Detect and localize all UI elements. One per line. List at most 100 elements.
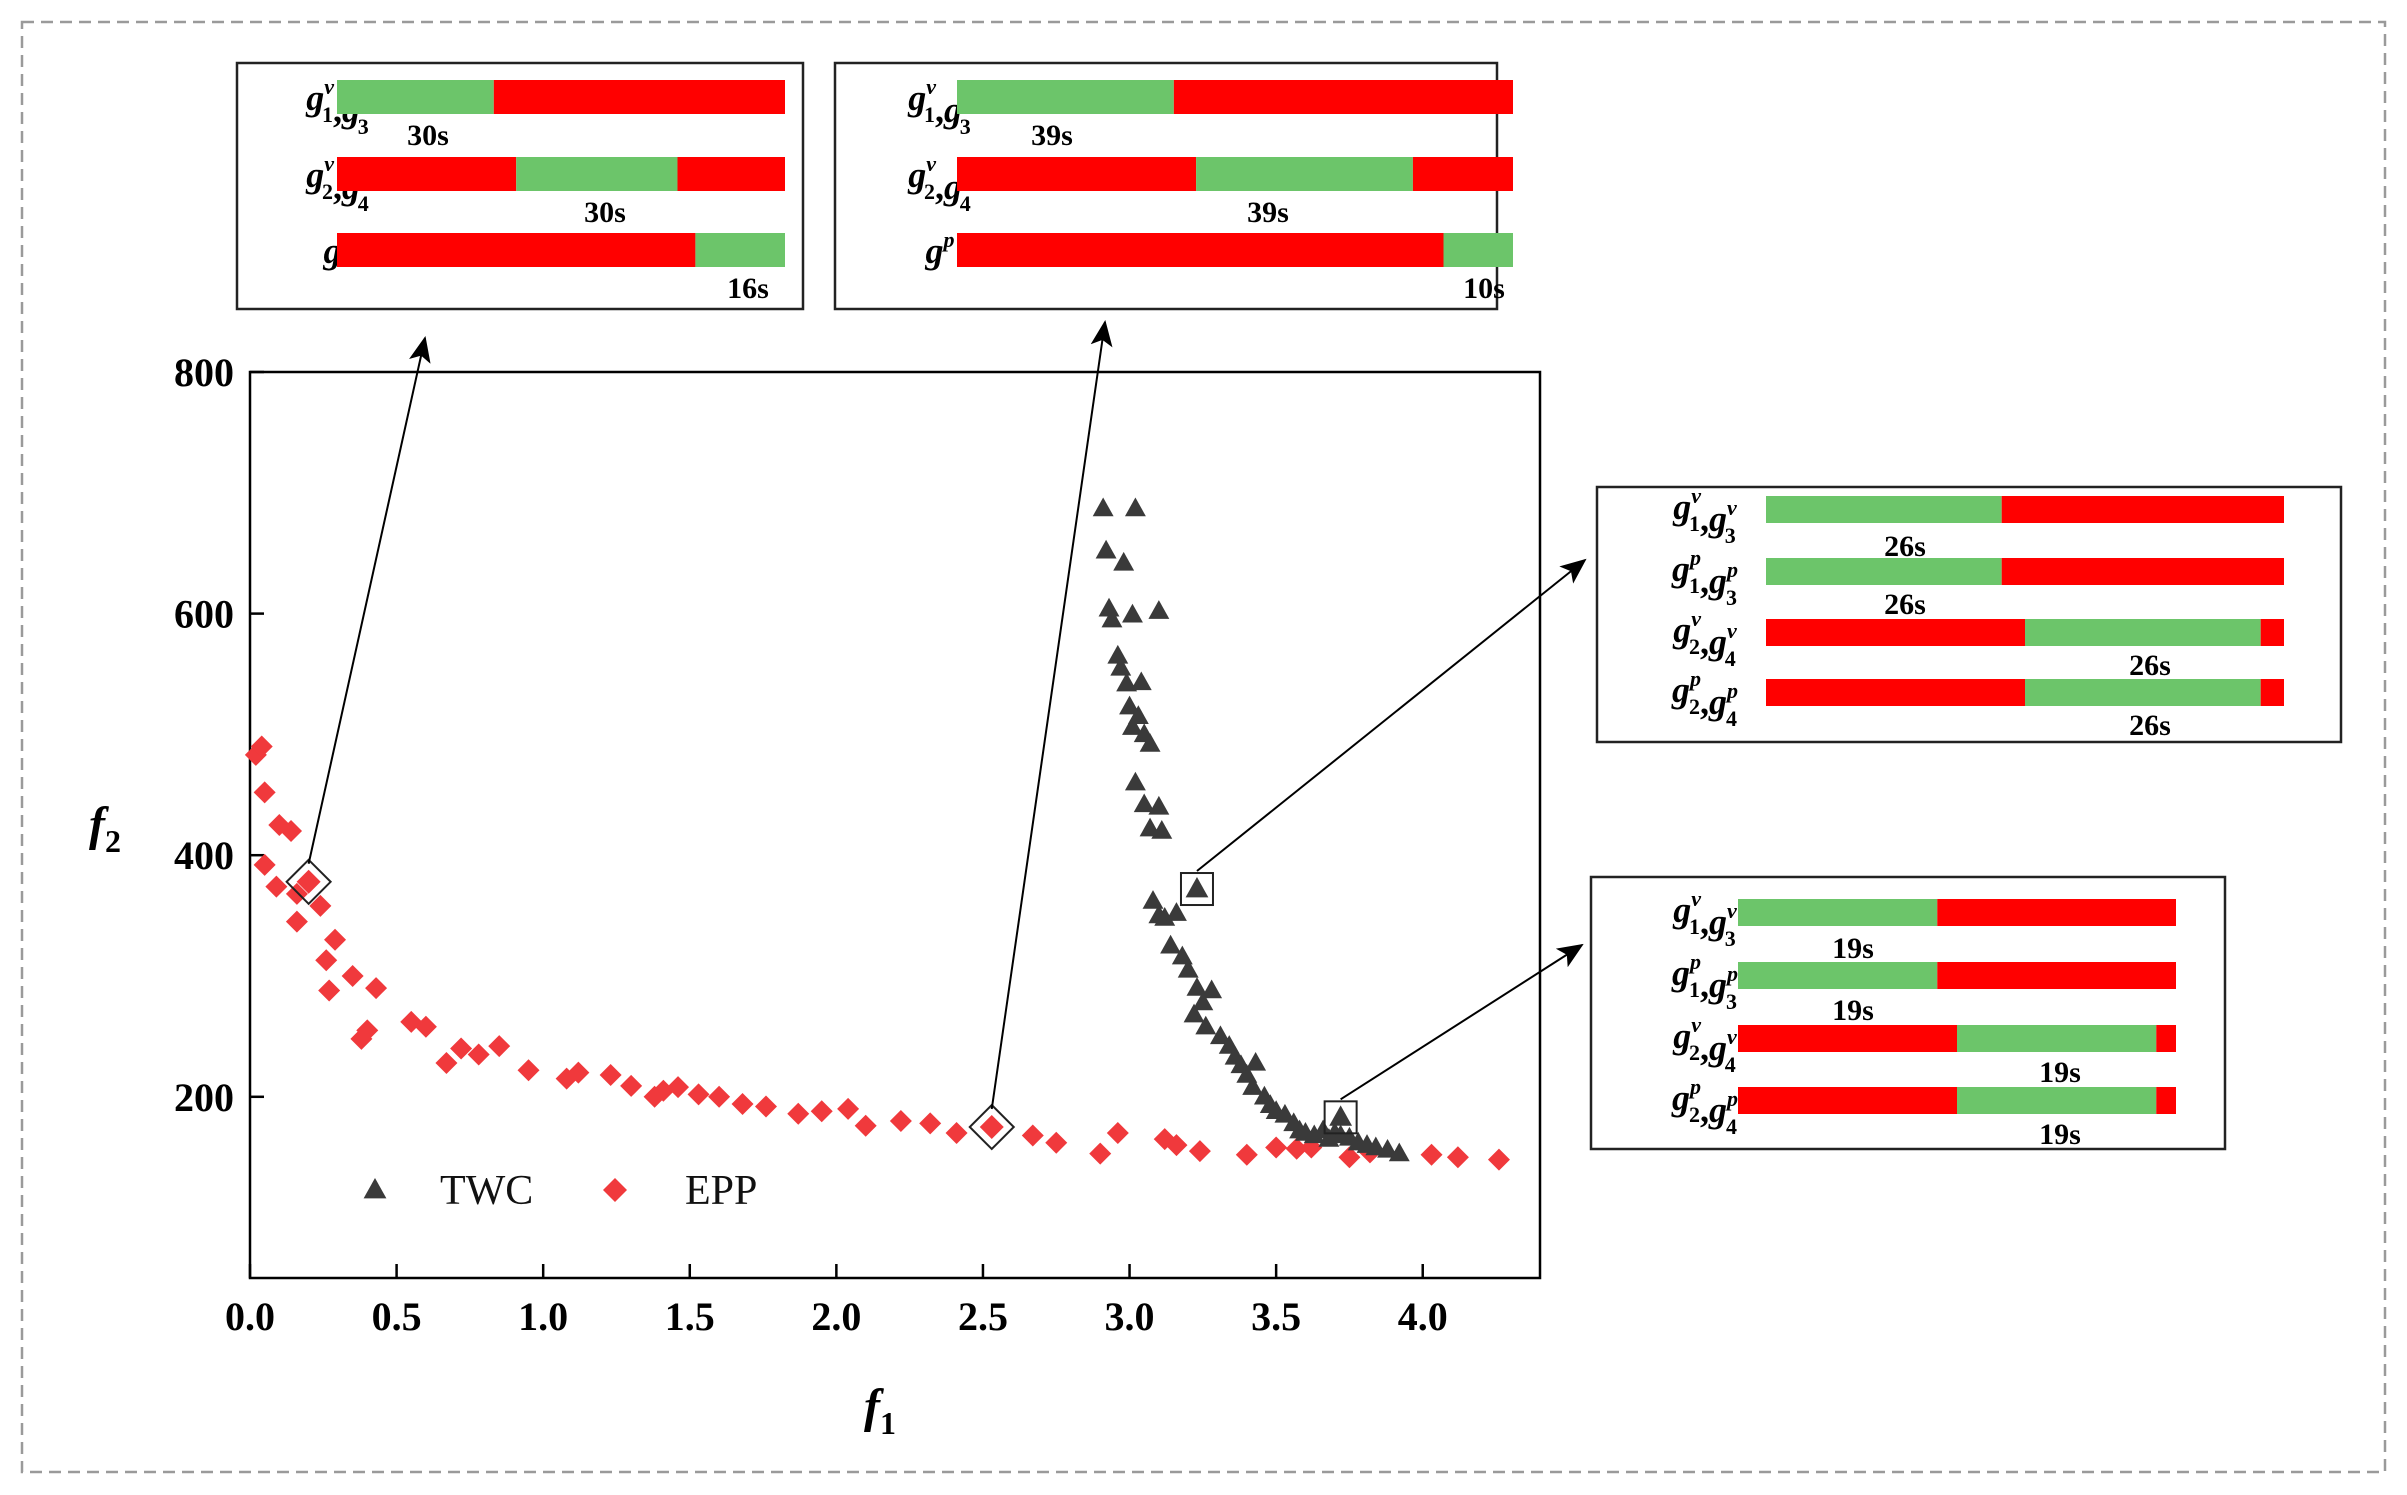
twc-point <box>1142 890 1164 909</box>
label-letter: g <box>1672 1016 1691 1056</box>
twc-point <box>1377 1138 1398 1158</box>
green-duration-label: 39s <box>1031 119 1073 152</box>
green-phase-segment <box>1957 1025 2157 1052</box>
label-superscript: v <box>1727 898 1737 923</box>
twc-point <box>1139 817 1161 837</box>
green-phase-segment <box>1738 962 1938 989</box>
label-letter: g <box>1672 890 1691 930</box>
label-comma: , <box>1700 622 1709 662</box>
twc-point <box>1201 979 1223 999</box>
epp-point <box>919 1112 942 1135</box>
green-duration-label: 26s <box>1884 588 1926 621</box>
twc-point <box>1365 1136 1387 1156</box>
red-phase-segment <box>1173 80 1513 114</box>
epp-point <box>1021 1124 1044 1147</box>
twc-point <box>1186 977 1208 996</box>
label-letter: g <box>305 155 324 195</box>
red-phase-segment <box>957 157 1197 191</box>
epp-point <box>708 1085 731 1108</box>
twc-point <box>1124 771 1146 791</box>
timing-panels: gv1,gv330sgv2,gv430sgp 16sgv1,gv339sgv2,… <box>235 61 2343 1151</box>
twc-point <box>1122 716 1143 735</box>
epp-point <box>567 1061 590 1084</box>
twc-point <box>1274 1103 1296 1123</box>
label-letter: g <box>1708 1028 1727 1068</box>
label-comma: , <box>1700 682 1709 722</box>
epp-point <box>1188 1140 1211 1163</box>
label-superscript: v <box>1727 618 1737 643</box>
timing-panel-epp-solution-1: gv1,gv330sgv2,gv430sgp 16s <box>235 61 805 311</box>
label-superscript: p <box>1688 545 1701 570</box>
label-superscript: v <box>1691 1012 1701 1037</box>
label-subscript: 4 <box>1726 1114 1737 1139</box>
epp-point <box>667 1076 690 1099</box>
epp-point <box>837 1097 860 1120</box>
label-superscript: v <box>1691 483 1701 508</box>
epp-point <box>324 928 347 951</box>
label-subscript: 2 <box>1689 634 1700 659</box>
signal-group-label: gp <box>925 227 955 271</box>
label-letter: g <box>1672 487 1691 527</box>
scatter-plot: 0.0 0.5 1.0 1.5 2.0 2.5 3.0 3.5 4.0 200 400 600 800 f… <box>89 350 1542 1441</box>
label-comma: , <box>1700 902 1709 942</box>
y-tick-label: 200 <box>174 1075 234 1120</box>
red-phase-segment <box>2001 558 2284 585</box>
label-superscript: p <box>1688 1074 1701 1099</box>
twc-point <box>1110 656 1132 676</box>
twc-point <box>1098 597 1120 617</box>
epp-point <box>1106 1122 1129 1145</box>
epp-point <box>250 735 273 758</box>
label-subscript: 1 <box>322 102 333 127</box>
twc-point <box>1122 603 1143 623</box>
green-duration-label: 30s <box>407 119 449 152</box>
twc-point <box>1130 671 1152 691</box>
epp-point <box>1487 1148 1510 1171</box>
label-subscript: 1 <box>924 102 935 127</box>
x-tick-label: 4.0 <box>1398 1294 1448 1339</box>
y-tick-label: 800 <box>174 350 234 395</box>
twc-point <box>1242 1076 1264 1095</box>
y-tick-label: 400 <box>174 833 234 878</box>
label-subscript: 4 <box>1725 1052 1736 1077</box>
epp-point <box>787 1102 810 1125</box>
epp-point <box>620 1074 643 1097</box>
epp-point <box>1045 1131 1068 1154</box>
green-duration-label: 19s <box>2039 1118 2081 1151</box>
label-letter: g <box>1708 682 1727 722</box>
epp-point <box>731 1093 754 1116</box>
highlight-box <box>1323 1100 1358 1135</box>
epp-point <box>517 1059 540 1082</box>
epp-point <box>435 1051 458 1074</box>
epp-point <box>253 853 276 876</box>
label-superscript: v <box>926 74 936 99</box>
green-phase-segment <box>957 80 1174 114</box>
label-subscript: 3 <box>1726 585 1737 610</box>
red-phase-segment <box>337 157 517 191</box>
twc-point <box>1209 1025 1231 1045</box>
label-letter: g <box>1671 670 1690 710</box>
green-phase-segment <box>1766 558 2002 585</box>
label-letter: g <box>1708 1090 1727 1130</box>
green-duration-label: 16s <box>727 272 769 305</box>
twc-point <box>1303 1124 1325 1144</box>
highlighted-epp-point <box>979 1115 1004 1139</box>
y-axis-label: f2 <box>89 798 121 859</box>
label-comma: , <box>935 167 944 207</box>
label-superscript: p <box>1725 961 1738 986</box>
red-phase-segment <box>1738 1087 1957 1114</box>
epp-point <box>1165 1134 1188 1157</box>
x-tick-label: 2.5 <box>958 1294 1008 1339</box>
signal-group-label: gp 2,gp 4 <box>1671 1074 1738 1139</box>
twc-point <box>1160 934 1182 954</box>
epp-point <box>687 1083 710 1106</box>
red-phase-segment <box>1738 1025 1957 1052</box>
legend-twc-label: TWC <box>440 1168 533 1214</box>
label-superscript: p <box>1688 666 1701 691</box>
label-superscript: v <box>324 74 334 99</box>
label-superscript: v <box>1727 495 1737 520</box>
green-phase-segment <box>337 80 494 114</box>
label-superscript: v <box>926 151 936 176</box>
twc-point <box>1107 644 1129 664</box>
